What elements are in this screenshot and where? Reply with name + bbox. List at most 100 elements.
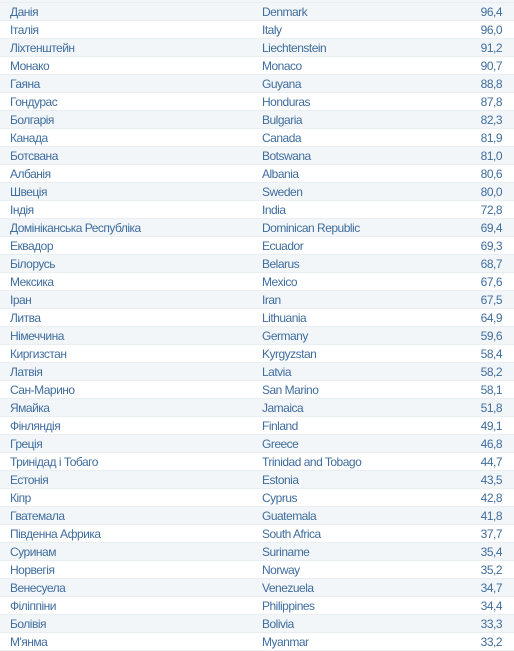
country-name-uk: Кіпр	[10, 490, 31, 505]
country-value: 91,2	[480, 40, 503, 55]
country-name-uk: Білорусь	[10, 256, 56, 271]
table-row: Болівія Bolivia 33,3	[0, 615, 514, 633]
table-row: Болгарія Bulgaria 82,3	[0, 111, 514, 129]
table-row: Данія Denmark 96,4	[0, 3, 514, 21]
country-name-uk: Киргизстан	[10, 346, 67, 361]
table-row: Білорусь Belarus 68,7	[0, 255, 514, 273]
country-name-en: Canada	[262, 130, 302, 145]
country-name-en: Estonia	[262, 472, 299, 487]
country-name-uk: Сан-Марино	[10, 382, 75, 397]
table-row: Гватемала Guatemala 41,8	[0, 507, 514, 525]
country-name-uk: Естонія	[10, 472, 49, 487]
country-name-en: Botswana	[262, 148, 311, 163]
table-row: Німеччина Germany 59,6	[0, 327, 514, 345]
country-name-uk: Болівія	[10, 616, 47, 631]
table-row: Норвегія Norway 35,2	[0, 561, 514, 579]
country-name-uk: Монако	[10, 58, 50, 73]
country-name-en: Germany	[262, 328, 308, 343]
country-name-en: Dominican Republic	[262, 220, 360, 235]
country-name-uk: Венесуела	[10, 580, 66, 595]
table-row: Ямайка Jamaica 51,8	[0, 399, 514, 417]
country-name-en: South Africa	[262, 526, 321, 541]
country-name-en: Norway	[262, 562, 300, 577]
country-name-en: Finland	[262, 418, 298, 433]
table-row: Ліхтенштейн Liechtenstein 91,2	[0, 39, 514, 57]
country-name-uk: Болгарія	[10, 112, 54, 127]
country-name-en: Myanmar	[262, 634, 309, 649]
country-value: 51,8	[480, 400, 503, 415]
country-name-en: San Marino	[262, 382, 319, 397]
country-value: 41,8	[480, 508, 503, 523]
table-row: Фінляндія Finland 49,1	[0, 417, 514, 435]
country-name-uk: Латвія	[10, 364, 43, 379]
country-name-uk: Мексика	[10, 274, 54, 289]
country-name-en: Monaco	[262, 58, 302, 73]
country-name-uk: Філіппіни	[10, 598, 56, 613]
table-row: Естонія Estonia 43,5	[0, 471, 514, 489]
table-row: Литва Lithuania 64,9	[0, 309, 514, 327]
country-value: 34,4	[480, 598, 503, 613]
country-name-uk: Греція	[10, 436, 43, 451]
country-name-en: Suriname	[262, 544, 310, 559]
country-name-uk: Швеція	[10, 184, 47, 199]
country-value: 81,0	[480, 148, 503, 163]
table-row: Канада Canada 81,9	[0, 129, 514, 147]
country-value: 87,8	[480, 94, 503, 109]
country-value: 49,1	[480, 418, 503, 433]
country-value: 90,7	[480, 58, 503, 73]
country-name-uk: М'янма	[10, 634, 48, 649]
table-row: Киргизстан Kyrgyzstan 58,4	[0, 345, 514, 363]
country-value: 42,8	[480, 490, 503, 505]
table-row: Південна Африка South Africa 37,7	[0, 525, 514, 543]
country-value: 69,4	[480, 220, 503, 235]
country-value: 43,5	[480, 472, 503, 487]
country-name-uk: Суринам	[10, 544, 56, 559]
country-name-en: Cyprus	[262, 490, 298, 505]
country-name-en: Albania	[262, 166, 299, 181]
country-value: 35,4	[480, 544, 503, 559]
country-name-en: Mexico	[262, 274, 298, 289]
table-row: Гондурас Honduras 87,8	[0, 93, 514, 111]
country-name-en: Iran	[262, 292, 281, 307]
country-name-uk: Ботсвана	[10, 148, 58, 163]
country-value: 67,6	[480, 274, 503, 289]
country-name-uk: Ямайка	[10, 400, 50, 415]
country-name-en: Guatemala	[262, 508, 317, 523]
country-name-en: Venezuela	[262, 580, 314, 595]
country-name-en: Honduras	[262, 94, 311, 109]
country-name-uk: Тринідад і Тобаго	[10, 454, 98, 469]
table-row: Тринідад і Тобаго Trinidad and Tobago 44,7	[0, 453, 514, 471]
country-name-uk: Албанія	[10, 166, 51, 181]
country-value: 58,2	[480, 364, 503, 379]
table-body: Данія Denmark 96,4 Італія Italy 96,0 Ліхтенште…	[0, 3, 514, 651]
table-row: Італія Italy 96,0	[0, 21, 514, 39]
table-row: Латвія Latvia 58,2	[0, 363, 514, 381]
country-value: 59,6	[480, 328, 503, 343]
country-value: 46,8	[480, 436, 503, 451]
country-value: 34,7	[480, 580, 503, 595]
country-name-en: Bolivia	[262, 616, 294, 631]
country-value: 81,9	[480, 130, 503, 145]
table-row: Домініканська Республіка Dominican Republ…	[0, 219, 514, 237]
table-row: Суринам Suriname 35,4	[0, 543, 514, 561]
table-row: Венесуела Venezuela 34,7	[0, 579, 514, 597]
country-name-uk: Канада	[10, 130, 48, 145]
country-value: 33,3	[480, 616, 503, 631]
country-name-uk: Індія	[10, 202, 34, 217]
table-row: Албанія Albania 80,6	[0, 165, 514, 183]
country-name-en: Kyrgyzstan	[262, 346, 317, 361]
country-name-uk: Норвегія	[10, 562, 55, 577]
country-name-en: Liechtenstein	[262, 40, 327, 55]
country-name-en: Guyana	[262, 76, 302, 91]
country-value: 58,1	[480, 382, 503, 397]
country-name-en: Sweden	[262, 184, 303, 199]
country-name-uk: Італія	[10, 22, 39, 37]
country-name-uk: Еквадор	[10, 238, 54, 253]
country-name-en: Trinidad and Tobago	[262, 454, 362, 469]
country-value: 33,2	[480, 634, 503, 649]
country-value: 96,0	[480, 22, 503, 37]
table-row: М'янма Myanmar 33,2	[0, 633, 514, 651]
country-value: 69,3	[480, 238, 503, 253]
country-value: 37,7	[480, 526, 503, 541]
